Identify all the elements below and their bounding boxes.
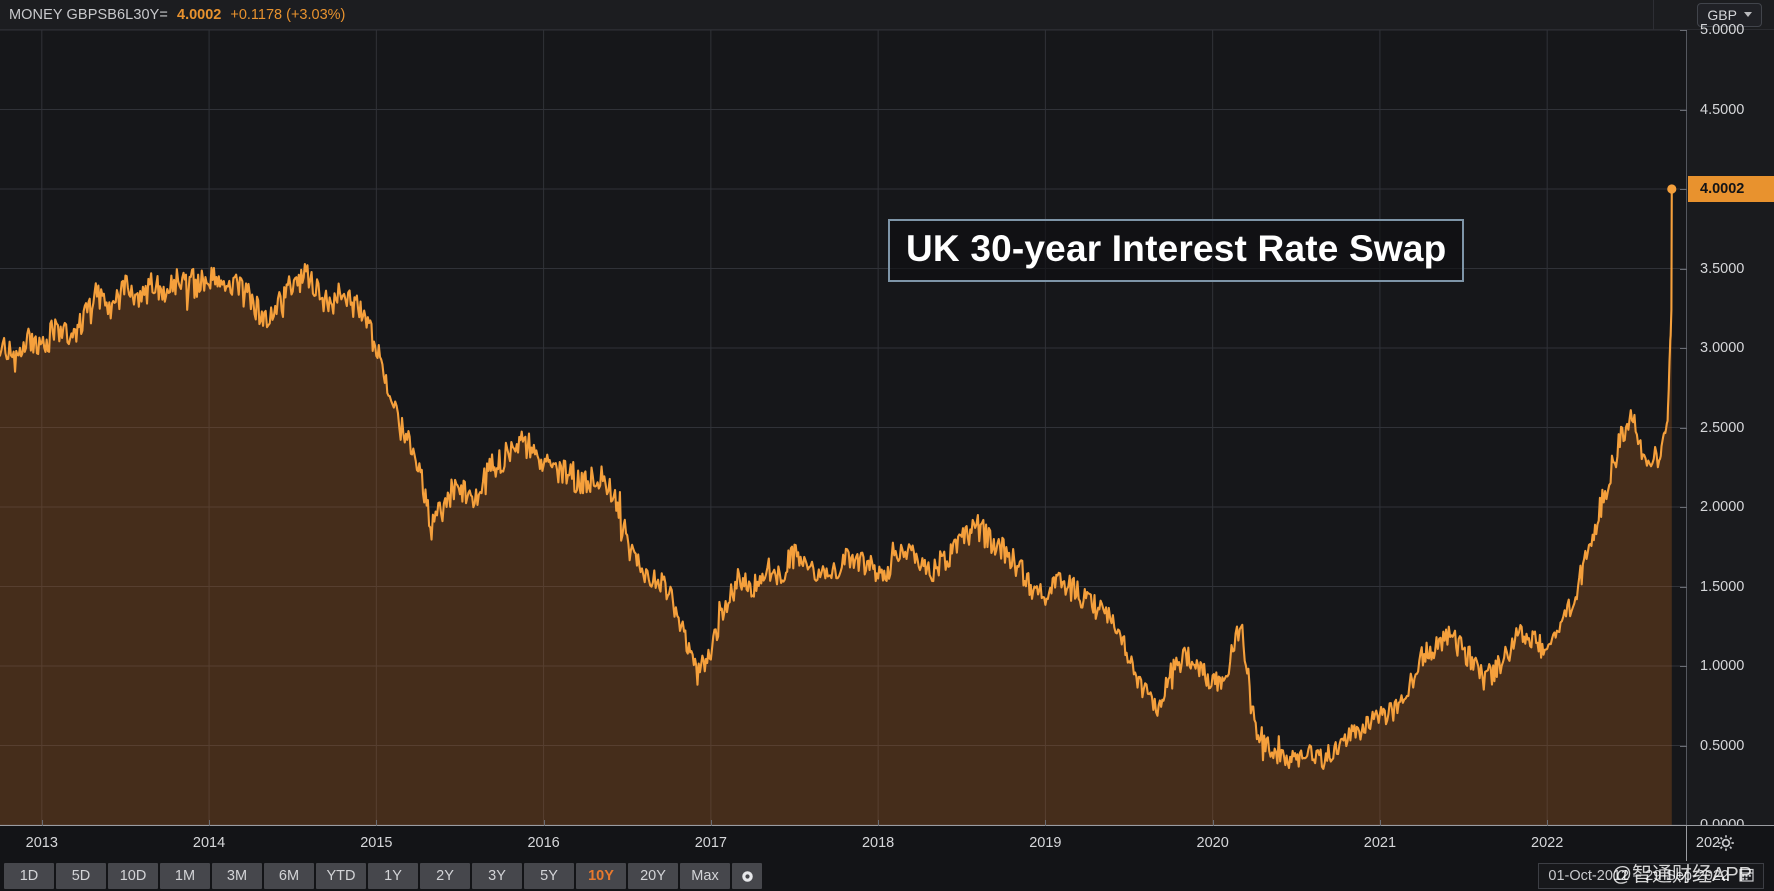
y-axis-tick-mark	[1680, 745, 1687, 747]
x-axis-tick-mark	[209, 820, 211, 826]
y-axis-tick: 3.0000	[1680, 339, 1774, 357]
x-axis-tick: 2014	[192, 835, 226, 851]
x-axis-separator	[1686, 826, 1687, 862]
instrument-ric: MONEY GBPSB6L30Y=	[9, 6, 168, 23]
range-button-20y[interactable]: 20Y	[628, 863, 678, 889]
chevron-down-icon	[1744, 12, 1752, 17]
y-axis-tick: 0.5000	[1680, 737, 1774, 755]
range-button-10d[interactable]: 10D	[108, 863, 158, 889]
header-right: GBP	[1697, 2, 1774, 27]
x-axis-tick-mark	[1379, 820, 1381, 826]
x-axis-tick-mark	[1547, 820, 1549, 826]
bottom-toolbar: 1D 5D 10D 1M 3M 6M YTD 1Y 2Y 3Y 5Y 10Y 20Y Max 01-Oct…	[0, 861, 1774, 891]
last-value-marker	[1667, 184, 1677, 194]
y-axis-tick: 4.5000	[1680, 101, 1774, 119]
gear-icon[interactable]	[732, 863, 762, 889]
range-button-max[interactable]: Max	[680, 863, 730, 889]
y-axis-tick-mark	[1680, 348, 1687, 349]
range-button-3y[interactable]: 3Y	[472, 863, 522, 889]
y-axis-tick-mark	[1680, 507, 1687, 508]
calendar-icon	[1739, 867, 1754, 886]
range-button-1y[interactable]: 1Y	[368, 863, 418, 889]
currency-label: GBP	[1707, 6, 1737, 23]
y-axis-tick-mark	[1680, 30, 1687, 31]
date-range-picker[interactable]: 01-Oct-2012 – 29-Sep-2022	[1538, 863, 1764, 889]
price-change: +0.1178 (+3.03%)	[230, 6, 346, 23]
y-axis-tick: 3.5000	[1680, 260, 1774, 278]
y-axis-tick-mark	[1680, 109, 1687, 111]
y-axis-tick: 1.0000	[1680, 657, 1774, 675]
x-axis[interactable]: 2013 2014 2015 2016 2017 2018 2019 2020 2021 2022…	[0, 820, 1774, 862]
series-line	[0, 187, 1673, 770]
range-button-5d[interactable]: 5D	[56, 863, 106, 889]
y-axis-tick: 1.5000	[1680, 578, 1774, 596]
quote-header: MONEY GBPSB6L30Y= 4.0002 +0.1178 (+3.03%…	[0, 0, 1774, 30]
y-axis-tick-mark	[1680, 666, 1687, 667]
range-button-1d[interactable]: 1D	[4, 863, 54, 889]
range-button-2y[interactable]: 2Y	[420, 863, 470, 889]
chart-title-annotation: UK 30-year Interest Rate Swap	[888, 219, 1465, 282]
x-axis-tick: 202	[1695, 835, 1721, 851]
x-axis-tick: 2015	[360, 835, 393, 851]
range-button-5y[interactable]: 5Y	[524, 863, 574, 889]
y-axis-tick-mark	[1680, 586, 1687, 588]
y-axis-tick: 5.0000	[1680, 21, 1774, 39]
x-axis-tick-mark	[376, 820, 378, 826]
time-range-buttons: 1D 5D 10D 1M 3M 6M YTD 1Y 2Y 3Y 5Y 10Y 20Y Max	[4, 863, 764, 889]
header-divider	[1653, 0, 1654, 30]
range-button-6m[interactable]: 6M	[264, 863, 314, 889]
chart-area: 5.00004.50004.00003.50003.00002.50002.00…	[0, 22, 1774, 833]
price-series-svg	[0, 30, 1686, 825]
x-axis-tick-mark	[41, 820, 43, 826]
y-axis-tick: 2.0000	[1680, 498, 1774, 516]
plot-canvas[interactable]	[0, 30, 1686, 825]
date-range-label: 01-Oct-2012 – 29-Sep-2022	[1548, 868, 1729, 884]
x-axis-tick-mark	[710, 820, 712, 826]
y-axis-tick-mark	[1680, 427, 1687, 429]
currency-selector[interactable]: GBP	[1697, 2, 1762, 27]
last-price-tag: 4.0002	[1688, 175, 1774, 202]
x-axis-tick-mark	[1212, 820, 1214, 826]
x-axis-tick: 2019	[1029, 835, 1062, 851]
y-axis[interactable]: 5.00004.50004.00003.50003.00002.50002.00…	[1680, 22, 1774, 833]
y-axis-tick-mark	[1680, 189, 1687, 190]
gear-icon[interactable]	[1716, 833, 1736, 858]
x-axis-tick-mark	[1045, 820, 1047, 826]
range-button-1m[interactable]: 1M	[160, 863, 210, 889]
quote-summary: MONEY GBPSB6L30Y= 4.0002 +0.1178 (+3.03%…	[0, 7, 345, 23]
range-button-ytd[interactable]: YTD	[316, 863, 366, 889]
x-axis-tick: 2013	[25, 835, 58, 851]
x-axis-tick: 2020	[1196, 835, 1229, 851]
y-axis-tick: 2.5000	[1680, 419, 1774, 437]
x-axis-tick: 2018	[861, 835, 895, 851]
x-axis-tick: 2022	[1531, 835, 1564, 851]
x-axis-tick: 2021	[1363, 835, 1397, 851]
x-axis-tick: 2017	[694, 835, 727, 851]
x-axis-tick: 2016	[527, 835, 560, 851]
annotation-text: UK 30-year Interest Rate Swap	[906, 228, 1447, 269]
x-axis-tick-mark	[878, 820, 880, 826]
series-area-fill	[0, 189, 1672, 825]
last-price: 4.0002	[177, 6, 222, 23]
gridlines	[0, 30, 1686, 825]
range-button-3m[interactable]: 3M	[212, 863, 262, 889]
x-axis-tick-mark	[543, 820, 545, 826]
range-button-10y[interactable]: 10Y	[576, 863, 626, 889]
y-axis-tick-mark	[1680, 268, 1687, 270]
